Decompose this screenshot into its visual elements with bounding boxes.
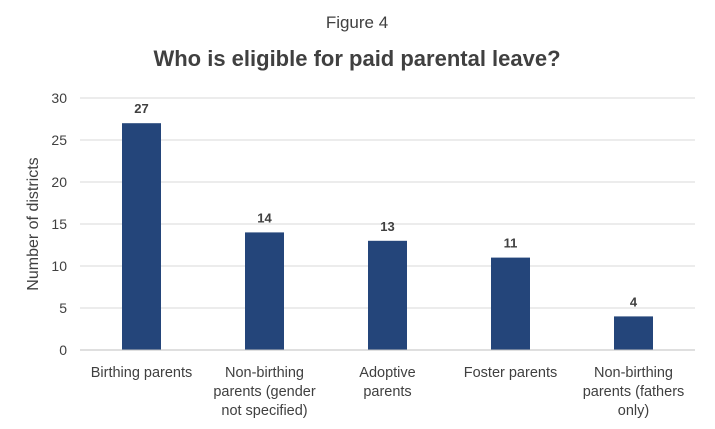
y-tick-label: 25 [51,132,67,148]
x-tick-label-line: Non-birthing [594,365,673,381]
x-tick-label-line: Birthing parents [91,365,193,381]
y-axis-ticks: 0 5 10 15 20 25 30 [51,90,67,358]
y-tick-label: 0 [59,342,67,358]
y-tick-label: 15 [51,216,67,232]
data-labels: 27 14 13 11 4 [134,101,638,309]
x-tick-label: Foster parents [464,365,558,381]
data-label: 11 [504,236,518,251]
y-axis-label: Number of districts [25,157,42,290]
figure-label: Figure 4 [326,13,388,32]
x-tick-label: Adoptive parents [359,365,415,400]
bars [122,123,653,350]
chart-title: Who is eligible for paid parental leave? [153,46,560,71]
y-tick-label: 20 [51,174,67,190]
bar [122,123,161,350]
data-label: 13 [380,219,394,234]
x-tick-label: Non-birthing parents (fathers only) [583,365,685,419]
data-label: 14 [257,210,272,225]
bar [245,232,284,350]
x-tick-label-line: Non-birthing [225,365,304,381]
x-tick-label-line: Adoptive [359,365,415,381]
gridlines [80,97,695,309]
x-tick-label-line: Foster parents [464,365,558,381]
x-tick-label: Birthing parents [91,365,193,381]
data-label: 4 [630,294,638,309]
x-tick-label-line: only) [618,403,649,419]
x-axis-ticks: Birthing parents Non-birthing parents (gen… [91,365,685,419]
y-tick-label: 10 [51,258,67,274]
bar [614,316,653,350]
x-tick-label-line: parents [363,384,411,400]
x-tick-label-line: parents (gender [213,384,316,400]
bar [491,257,530,350]
data-label: 27 [134,101,148,116]
x-tick-label-line: parents (fathers [583,384,685,400]
x-tick-label-line: not specified) [221,403,307,419]
x-tick-label: Non-birthing parents (gender not specified… [213,365,316,419]
y-tick-label: 30 [51,90,67,106]
bar [368,240,407,350]
y-tick-label: 5 [59,300,67,316]
